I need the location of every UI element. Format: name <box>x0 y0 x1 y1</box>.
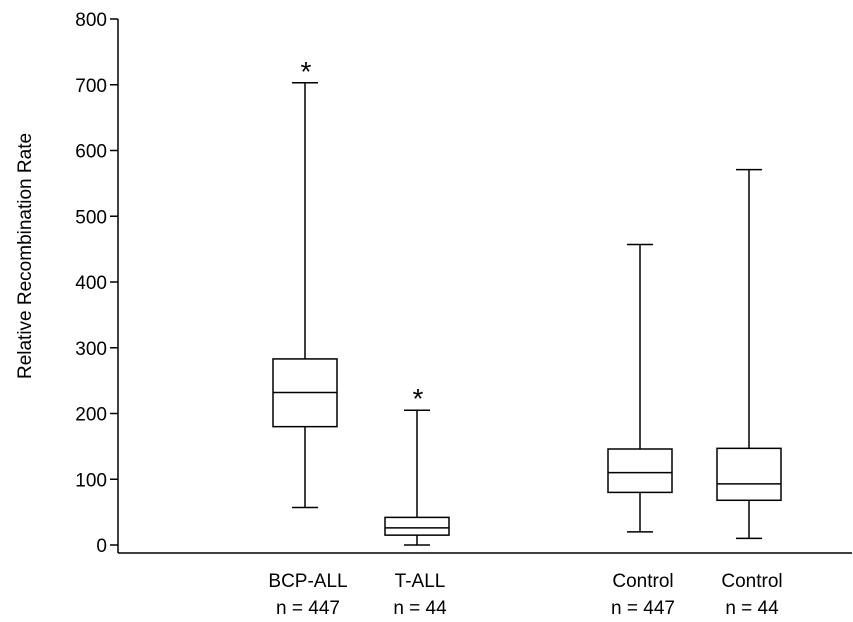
category-label: BCP-ALL <box>268 571 347 592</box>
category-n-label: n = 447 <box>611 598 675 619</box>
category-n-label: n = 44 <box>725 598 779 619</box>
y-tick-label: 300 <box>75 339 107 360</box>
y-tick-label: 500 <box>75 207 107 228</box>
y-axis-label: Relative Recombination Rate <box>15 133 36 379</box>
category-label: Control <box>721 571 782 592</box>
box-series: ** <box>272 56 782 546</box>
y-tick-label: 200 <box>75 405 107 426</box>
category-label: Control <box>612 571 673 592</box>
y-tick-label: 100 <box>75 470 107 491</box>
box-group: * <box>272 56 338 509</box>
axes: 0 100 200 300 400 500 600 700 800 <box>75 10 852 557</box>
y-tick-label: 800 <box>75 10 107 31</box>
y-ticks: 0 100 200 300 400 500 600 700 800 <box>75 10 118 557</box>
y-tick-label: 400 <box>75 273 107 294</box>
box-group: * <box>384 383 450 546</box>
box-group <box>607 243 673 533</box>
significance-marker: * <box>413 383 424 414</box>
y-tick-label: 0 <box>96 536 107 557</box>
significance-marker: * <box>301 56 312 87</box>
y-tick-label: 700 <box>75 76 107 97</box>
y-tick-label: 600 <box>75 142 107 163</box>
category-n-label: n = 447 <box>276 598 340 619</box>
box-group <box>716 168 782 540</box>
iqr-box <box>716 447 782 502</box>
category-labels: BCP-ALL n = 447 T-ALL n = 44 Control n = 447 C… <box>268 571 782 619</box>
iqr-box <box>384 516 450 536</box>
category-n-label: n = 44 <box>393 598 447 619</box>
category-label: T-ALL <box>395 571 446 592</box>
iqr-box <box>607 448 673 494</box>
